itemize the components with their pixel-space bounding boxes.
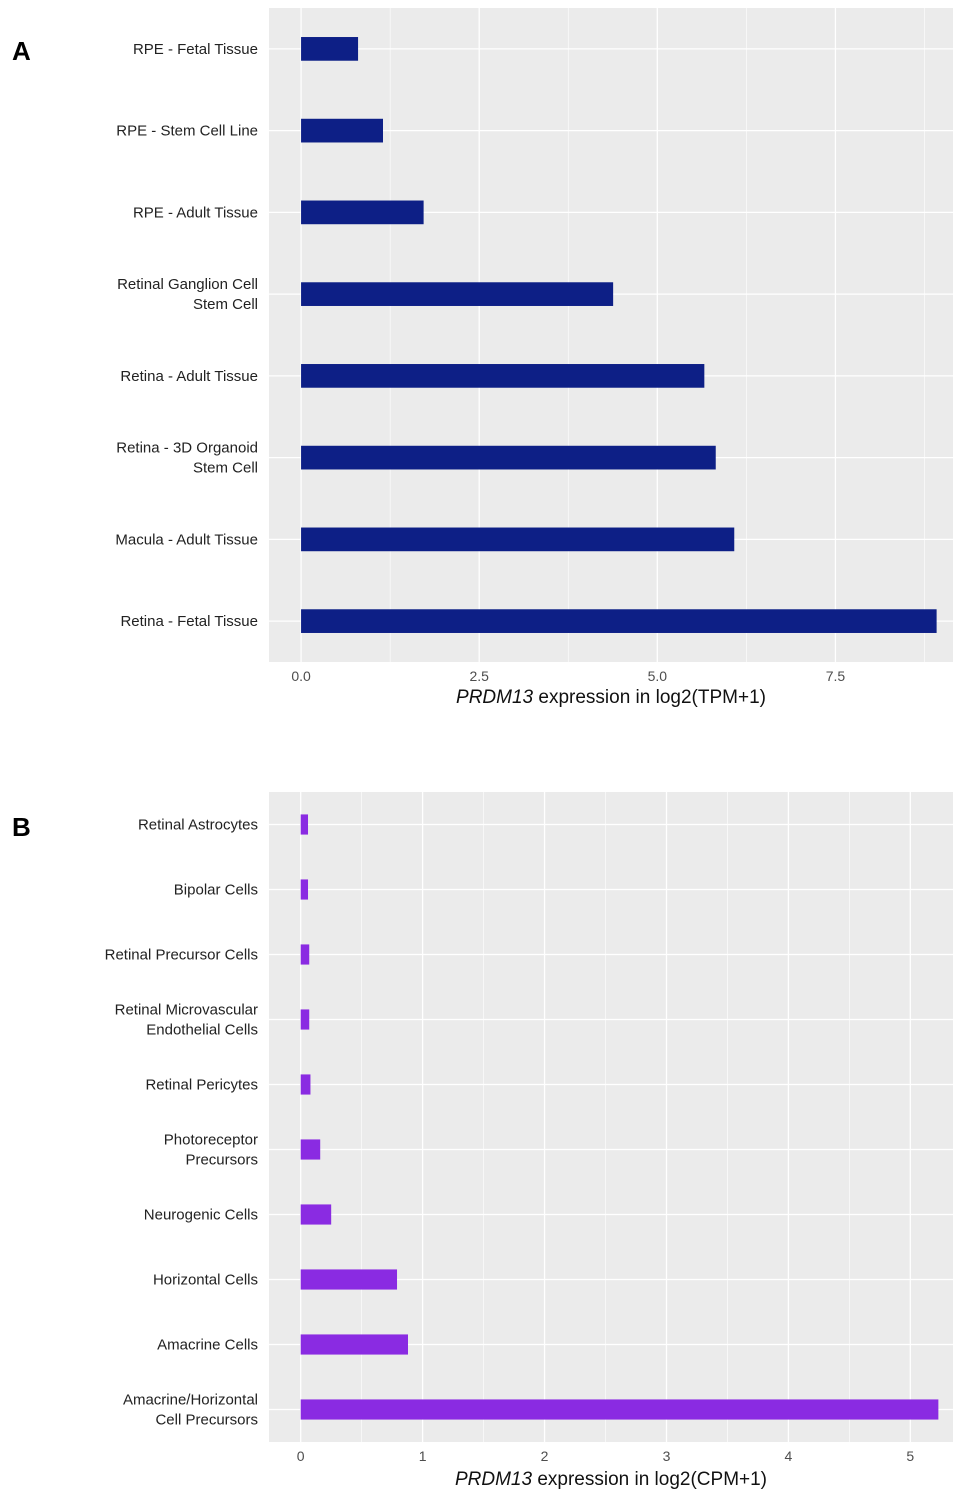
category-label: RPE - Fetal Tissue — [133, 41, 258, 58]
category-label: RPE - Adult Tissue — [133, 204, 258, 221]
bar — [301, 364, 705, 388]
x-tick-label: 2.5 — [469, 668, 489, 684]
category-label: Neurogenic Cells — [144, 1207, 258, 1224]
chart-panel-b: B Retinal Astrocytes Bipolar Cells Retinal… — [0, 780, 953, 1493]
bar — [301, 200, 424, 225]
category-label: Retinal Pericytes — [145, 1077, 258, 1094]
x-tick-label: 1 — [419, 1448, 427, 1464]
bar — [300, 1009, 310, 1030]
bar-chart-b: Retinal Astrocytes Bipolar Cells Retinal P… — [105, 792, 953, 1490]
x-tick-label: 2 — [541, 1448, 549, 1464]
x-tick-label: 5.0 — [648, 668, 668, 684]
plot-background — [269, 792, 953, 1442]
bar — [301, 282, 614, 306]
x-tick-label: 5 — [906, 1448, 914, 1464]
category-label: Photoreceptor Precursors — [164, 1132, 258, 1169]
bar — [301, 37, 359, 61]
category-label: Horizontal Cells — [153, 1272, 258, 1289]
category-label: Bipolar Cells — [174, 882, 258, 899]
bar — [301, 445, 716, 470]
bar — [300, 1399, 939, 1420]
bar — [300, 1074, 311, 1095]
panel-label-a: A — [12, 36, 31, 66]
category-label: Retina - 3D Organoid Stem Cell — [116, 440, 258, 477]
category-label: Retina - Fetal Tissue — [120, 613, 258, 630]
bar — [301, 118, 383, 143]
category-label: Retinal Precursor Cells — [105, 947, 258, 964]
chart-panel-a: A RPE - Fetal Tissue RPE - Stem Cell Line… — [0, 0, 953, 740]
x-tick-label: 3 — [663, 1448, 671, 1464]
bar — [300, 944, 310, 965]
x-tick-label: 0.0 — [291, 668, 311, 684]
category-label: Retinal Ganglion Cell Stem Cell — [117, 276, 258, 313]
bar — [300, 1204, 332, 1225]
x-tick-label: 4 — [785, 1448, 793, 1464]
plot-background — [269, 8, 953, 662]
category-label: Amacrine Cells — [157, 1337, 258, 1354]
bar — [300, 814, 309, 835]
bar — [300, 1334, 408, 1355]
x-tick-label: 7.5 — [826, 668, 846, 684]
category-label: Retina - Adult Tissue — [120, 368, 258, 385]
x-axis-title: PRDM13 expression in log2(TPM+1) — [456, 687, 766, 708]
category-label: Macula - Adult Tissue — [115, 531, 258, 548]
bar — [300, 1269, 398, 1290]
category-label: Retinal Astrocytes — [138, 817, 258, 834]
bar — [300, 1139, 321, 1160]
bar — [301, 527, 735, 552]
panel-label-b: B — [12, 812, 31, 842]
bar-chart-a: RPE - Fetal Tissue RPE - Stem Cell Line RP… — [115, 8, 953, 708]
category-label: Amacrine/Horizontal Cell Precursors — [123, 1392, 258, 1429]
x-tick-label: 0 — [297, 1448, 305, 1464]
category-label: RPE - Stem Cell Line — [116, 123, 258, 140]
bar — [300, 879, 309, 900]
x-axis-title: PRDM13 expression in log2(CPM+1) — [455, 1469, 767, 1490]
category-label: Retinal Microvascular Endothelial Cells — [115, 1002, 258, 1039]
bar — [301, 609, 937, 633]
